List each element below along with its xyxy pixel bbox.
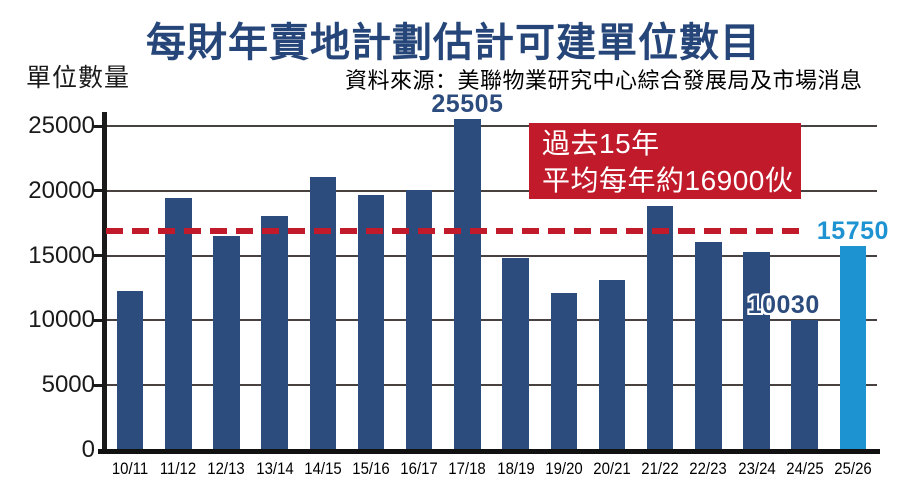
annotation-line2: 平均每年約16900伙 (542, 165, 794, 196)
x-tick-label-21/22: 21/22 (641, 459, 679, 478)
chart-title: 每財年賣地計劃估計可建單位數目 (146, 21, 761, 65)
x-tick-label-24/25: 24/25 (785, 459, 824, 478)
bar-value-label-25505: 25505 (431, 90, 504, 119)
average-annotation: 過去15年 平均每年約16900伙 (529, 123, 801, 199)
x-tick-label-13/14: 13/14 (255, 459, 294, 478)
bar-17/18 (454, 119, 481, 450)
bar-15/16 (357, 194, 385, 450)
bar-25/26 (839, 245, 867, 450)
x-tick-label-25/26: 25/26 (834, 459, 872, 478)
bar-value-label-10030: 10030 (747, 291, 820, 319)
y-tick-label-5000: 5000 (41, 371, 95, 399)
source-note: 資料來源：美聯物業研究中心綜合發展局及市場消息 (345, 68, 863, 93)
x-tick-label-15/16: 15/16 (352, 459, 390, 478)
y-axis-title: 單位數量 (26, 64, 131, 92)
x-tick-label-22/23: 22/23 (689, 459, 728, 478)
x-tick-label-18/19: 18/19 (496, 459, 535, 478)
gridline-25000 (105, 125, 877, 127)
gridline-10000 (105, 319, 877, 322)
bar-22/23 (695, 241, 722, 450)
bar-18/19 (502, 258, 529, 450)
x-tick-label-14/15: 14/15 (304, 459, 342, 478)
x-axis-line (98, 449, 880, 454)
y-tick-25000 (93, 124, 102, 128)
x-tick-label-10/11: 10/11 (111, 459, 149, 478)
y-axis-line (102, 112, 107, 453)
y-tick-label-15000: 15000 (28, 241, 95, 269)
y-tick-label-25000: 25000 (28, 112, 95, 139)
average-dashed-line (106, 227, 800, 234)
bar-13/14 (261, 216, 288, 450)
bar-19/20 (550, 292, 578, 450)
bar-value-label-15750: 15750 (816, 216, 889, 245)
x-tick-label-19/20: 19/20 (545, 459, 583, 478)
y-tick-label-10000: 10000 (28, 306, 95, 334)
bar-11/12 (165, 197, 192, 450)
bar-21/22 (646, 205, 674, 450)
y-tick-5000 (93, 383, 102, 387)
y-tick-10000 (93, 318, 102, 322)
y-tick-label-0: 0 (81, 436, 95, 463)
bar-23/24 (743, 251, 770, 450)
x-tick-label-12/13: 12/13 (207, 459, 246, 478)
gridline-15000 (105, 254, 877, 257)
x-tick-label-20/21: 20/21 (593, 459, 631, 478)
gridline-5000 (105, 384, 877, 387)
x-tick-label-17/18: 17/18 (448, 459, 487, 478)
bar-24/25 (791, 320, 818, 450)
bar-10/11 (116, 291, 144, 450)
bar-14/15 (309, 176, 337, 450)
y-tick-20000 (93, 189, 102, 193)
y-tick-15000 (93, 254, 102, 258)
x-tick-label-11/12: 11/12 (160, 459, 197, 478)
x-tick-label-23/24: 23/24 (737, 459, 776, 478)
annotation-line1: 過去15年 (542, 128, 660, 159)
y-tick-label-20000: 20000 (28, 176, 95, 204)
gridline-20000 (105, 189, 877, 192)
x-tick-label-16/17: 16/17 (400, 459, 438, 478)
bar-20/21 (598, 280, 626, 450)
bar-12/13 (213, 235, 240, 450)
